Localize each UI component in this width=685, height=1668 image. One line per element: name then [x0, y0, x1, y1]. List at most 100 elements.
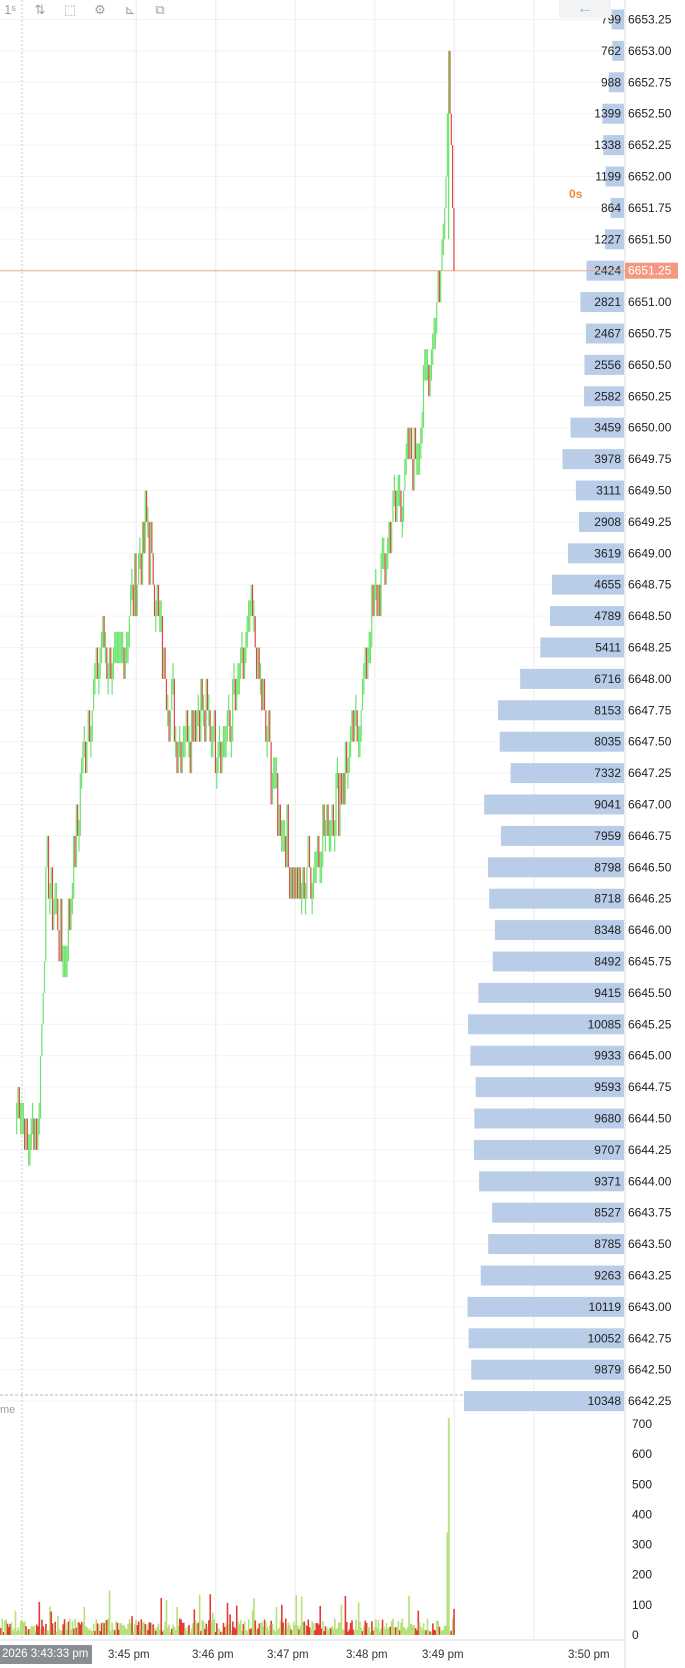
layers-icon[interactable]: ⧉ — [155, 2, 165, 17]
volume-profile-label: 4789 — [594, 609, 621, 623]
volume-profile-label: 9263 — [594, 1269, 621, 1283]
volume-bar — [251, 1610, 254, 1635]
volume-profile-bar — [540, 637, 624, 658]
volume-bar — [188, 1625, 190, 1635]
volume-profile-label: 3459 — [594, 421, 621, 435]
price-tick-label: 6644.50 — [628, 1112, 672, 1126]
volume-bar — [210, 1621, 213, 1635]
volume-profile-bar — [510, 763, 624, 784]
volume-bar — [1, 1618, 4, 1635]
price-tick-label: 6649.75 — [628, 452, 672, 466]
chart-type-icon[interactable]: ⇅ — [34, 2, 46, 17]
volume-bar — [116, 1622, 119, 1635]
volume-bar — [35, 1624, 38, 1635]
volume-bar — [10, 1622, 13, 1635]
price-tick-label: 6648.25 — [628, 641, 672, 655]
volume-tick-label: 400 — [632, 1507, 652, 1521]
time-label: 3:46 pm — [192, 1649, 234, 1661]
volume-profile-bar — [484, 794, 624, 815]
volume-profile-label: 5411 — [595, 641, 621, 655]
volume-bar — [404, 1628, 406, 1635]
volume-bar — [221, 1631, 223, 1635]
volume-bar — [131, 1616, 133, 1635]
volume-bar — [107, 1618, 110, 1635]
time-label: 3:48 pm — [346, 1649, 388, 1661]
volume-bar — [9, 1623, 11, 1635]
volume-pane-title: me — [0, 1404, 16, 1416]
volume-bar — [225, 1624, 227, 1635]
volume-bar — [69, 1618, 71, 1635]
axis-icon[interactable]: ⊾ — [124, 2, 136, 17]
volume-bar — [12, 1630, 14, 1635]
volume-bar — [397, 1621, 400, 1635]
volume-profile-label: 1399 — [594, 107, 621, 121]
volume-profile-bar — [602, 103, 624, 124]
selection-icon[interactable]: ⬚ — [63, 2, 77, 17]
price-tick-label: 6648.00 — [628, 672, 672, 686]
volume-bar — [169, 1631, 172, 1635]
volume-profile-label: 10348 — [588, 1394, 622, 1408]
volume-bar — [88, 1628, 91, 1635]
volume-bar — [430, 1631, 433, 1635]
volume-bar — [353, 1631, 356, 1635]
volume-bar — [263, 1619, 266, 1635]
volume-bar — [196, 1623, 198, 1635]
volume-bar — [136, 1625, 139, 1635]
volume-bar — [83, 1606, 86, 1635]
volume-bar — [424, 1629, 426, 1635]
volume-bar — [13, 1628, 15, 1635]
volume-bar — [247, 1619, 250, 1635]
volume-profile-label: 8348 — [594, 923, 621, 937]
volume-profile-bar — [585, 323, 624, 344]
volume-bar — [352, 1629, 355, 1635]
volume-bar — [372, 1630, 375, 1635]
volume-bar — [173, 1626, 176, 1635]
volume-bar — [450, 1630, 453, 1635]
volume-bar — [294, 1624, 296, 1635]
volume-bar — [261, 1621, 263, 1635]
volume-bar — [122, 1626, 124, 1635]
back-arrow-icon[interactable]: ← — [559, 0, 611, 18]
price-tick-label: 6644.75 — [628, 1080, 672, 1094]
volume-bar — [408, 1595, 410, 1635]
volume-bar — [388, 1627, 390, 1635]
volume-bar — [185, 1630, 188, 1635]
price-tick-label: 6652.25 — [628, 138, 672, 152]
volume-bar — [266, 1627, 269, 1635]
volume-bar — [2, 1631, 5, 1635]
volume-bar — [451, 1618, 454, 1635]
volume-bar — [125, 1629, 128, 1635]
volume-bar — [410, 1623, 413, 1635]
volume-profile-bar — [611, 9, 624, 30]
volume-bar — [214, 1631, 217, 1635]
price-tick-label: 6646.50 — [628, 860, 672, 874]
volume-bar — [380, 1628, 382, 1635]
volume-bar — [165, 1600, 168, 1635]
volume-bar — [132, 1631, 135, 1635]
volume-bar — [51, 1623, 54, 1635]
volume-bar — [82, 1622, 84, 1635]
volume-bar — [347, 1631, 349, 1635]
price-tick-label: 6649.00 — [628, 546, 672, 560]
price-tick-label: 6645.50 — [628, 986, 672, 1000]
interval-selector[interactable]: 1ˢ — [4, 2, 16, 17]
volume-profile-label: 1199 — [595, 170, 621, 184]
volume-bar — [22, 1621, 25, 1635]
volume-bar — [401, 1618, 404, 1635]
crosshair-time-label: 2026 3:43:33 pm — [0, 1645, 92, 1664]
volume-bar — [390, 1621, 393, 1635]
volume-bar — [341, 1629, 344, 1635]
volume-bar — [254, 1620, 257, 1635]
volume-bar — [233, 1627, 235, 1635]
volume-bar — [66, 1630, 68, 1635]
volume-bar — [282, 1622, 284, 1635]
volume-bar — [192, 1623, 194, 1635]
volume-bar — [118, 1629, 120, 1635]
gear-icon[interactable]: ⚙ — [94, 2, 106, 17]
volume-bar — [163, 1629, 165, 1635]
volume-bar — [288, 1625, 291, 1635]
volume-profile-label: 10085 — [588, 1017, 622, 1031]
volume-tick-label: 300 — [632, 1538, 652, 1552]
volume-bar — [376, 1627, 378, 1635]
